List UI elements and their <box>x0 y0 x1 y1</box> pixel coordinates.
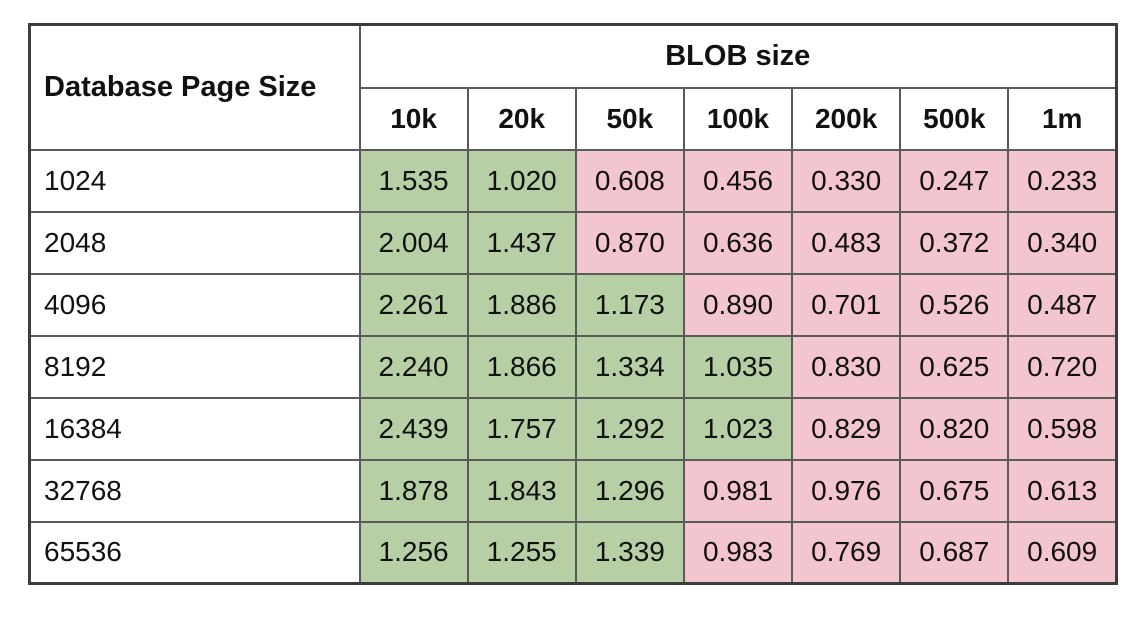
value-cell: 1.535 <box>358 148 469 213</box>
value-cell: 0.608 <box>574 148 685 213</box>
column-header-100k: 100k <box>682 86 794 151</box>
value-cell: 1.173 <box>574 272 685 337</box>
value-cell: 0.330 <box>791 148 902 213</box>
value-cell: 0.487 <box>1007 272 1118 337</box>
group-header-row: Database Page Size BLOB size <box>28 23 1118 151</box>
value-cell: 1.255 <box>466 520 577 585</box>
value-cell: 0.526 <box>899 272 1010 337</box>
value-cell: 1.334 <box>574 334 685 399</box>
page-size-cell: 32768 <box>28 458 361 523</box>
blob-benchmark-table: Database Page Size BLOB size 10k 20k 50k 10… <box>28 23 1118 585</box>
value-cell: 0.830 <box>791 334 902 399</box>
value-cell: 1.023 <box>682 396 794 461</box>
value-cell: 0.870 <box>574 210 685 275</box>
value-cell: 0.829 <box>791 396 902 461</box>
table-body: 1024 1.535 1.020 0.608 0.456 0.330 0.247 0.233 2… <box>28 148 1118 585</box>
value-cell: 0.820 <box>899 396 1010 461</box>
value-cell: 0.247 <box>899 148 1010 213</box>
table-header: Database Page Size BLOB size 10k 20k 50k 10… <box>28 23 1118 151</box>
value-cell: 1.437 <box>466 210 577 275</box>
value-cell: 1.256 <box>358 520 469 585</box>
page-size-cell: 8192 <box>28 334 361 399</box>
value-cell: 0.456 <box>682 148 794 213</box>
group-header-blob-size: BLOB size <box>358 23 1118 89</box>
value-cell: 0.769 <box>791 520 902 585</box>
value-cell: 1.020 <box>466 148 577 213</box>
value-cell: 1.843 <box>466 458 577 523</box>
value-cell: 0.483 <box>791 210 902 275</box>
value-cell: 0.720 <box>1007 334 1118 399</box>
page-size-cell: 65536 <box>28 520 361 585</box>
value-cell: 0.687 <box>899 520 1010 585</box>
value-cell: 0.625 <box>899 334 1010 399</box>
value-cell: 1.035 <box>682 334 794 399</box>
value-cell: 0.233 <box>1007 148 1118 213</box>
value-cell: 1.292 <box>574 396 685 461</box>
page-size-cell: 16384 <box>28 396 361 461</box>
value-cell: 2.261 <box>358 272 469 337</box>
column-header-10k: 10k <box>358 86 469 151</box>
value-cell: 1.886 <box>466 272 577 337</box>
value-cell: 1.339 <box>574 520 685 585</box>
value-cell: 0.598 <box>1007 396 1118 461</box>
corner-header-database-page-size: Database Page Size <box>28 23 361 151</box>
value-cell: 2.240 <box>358 334 469 399</box>
table-row: 4096 2.261 1.886 1.173 0.890 0.701 0.526 0.487 <box>28 272 1118 337</box>
table-row: 32768 1.878 1.843 1.296 0.981 0.976 0.675 0.613 <box>28 458 1118 523</box>
value-cell: 0.340 <box>1007 210 1118 275</box>
value-cell: 0.636 <box>682 210 794 275</box>
page-size-cell: 2048 <box>28 210 361 275</box>
column-header-50k: 50k <box>574 86 685 151</box>
column-header-row: 10k 20k 50k 100k 200k 500k 1m <box>30 86 1118 151</box>
value-cell: 2.004 <box>358 210 469 275</box>
table-row: 1024 1.535 1.020 0.608 0.456 0.330 0.247 0.233 <box>28 148 1118 213</box>
value-cell: 1.757 <box>466 396 577 461</box>
column-header-200k: 200k <box>791 86 902 151</box>
value-cell: 1.866 <box>466 334 577 399</box>
column-header-500k: 500k <box>899 86 1010 151</box>
value-cell: 0.609 <box>1007 520 1118 585</box>
value-cell: 1.878 <box>358 458 469 523</box>
table-row: 65536 1.256 1.255 1.339 0.983 0.769 0.687 0.609 <box>28 520 1118 585</box>
page-size-cell: 1024 <box>28 148 361 213</box>
value-cell: 0.372 <box>899 210 1010 275</box>
column-header-20k: 20k <box>466 86 577 151</box>
value-cell: 0.890 <box>682 272 794 337</box>
column-header-1m: 1m <box>1007 86 1118 151</box>
value-cell: 1.296 <box>574 458 685 523</box>
value-cell: 2.439 <box>358 396 469 461</box>
value-cell: 0.976 <box>791 458 902 523</box>
table-row: 2048 2.004 1.437 0.870 0.636 0.483 0.372 0.340 <box>28 210 1118 275</box>
value-cell: 0.983 <box>682 520 794 585</box>
page-size-cell: 4096 <box>28 272 361 337</box>
value-cell: 0.981 <box>682 458 794 523</box>
value-cell: 0.613 <box>1007 458 1118 523</box>
value-cell: 0.675 <box>899 458 1010 523</box>
table-row: 16384 2.439 1.757 1.292 1.023 0.829 0.820 0.598 <box>28 396 1118 461</box>
value-cell: 0.701 <box>791 272 902 337</box>
table-row: 8192 2.240 1.866 1.334 1.035 0.830 0.625 0.720 <box>28 334 1118 399</box>
